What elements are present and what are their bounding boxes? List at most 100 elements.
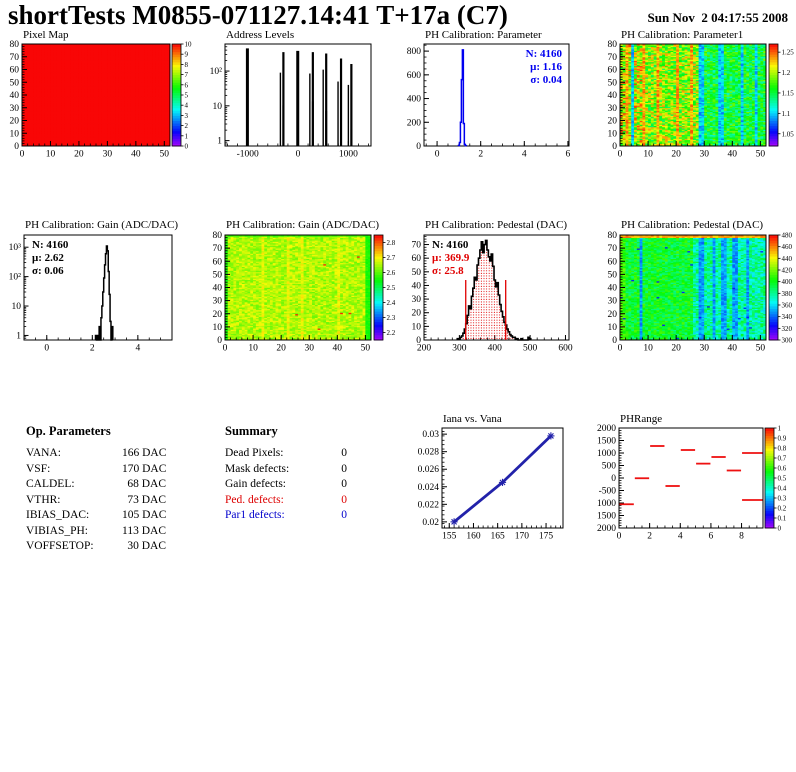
colorbar: 300 320 340 360 380 400 420 440 460 480	[768, 232, 793, 345]
svg-text:10²: 10²	[9, 273, 22, 283]
chart-data	[619, 445, 763, 506]
svg-text:0.4: 0.4	[778, 485, 787, 493]
param-label: VSF:	[26, 462, 51, 475]
svg-text:1: 1	[778, 425, 782, 433]
svg-text:σ: 0.06: σ: 0.06	[32, 265, 64, 277]
axes: 0 10 20 30 40 50 0 10 20 30 40 50 60 70 80	[608, 231, 767, 354]
svg-text:800: 800	[407, 47, 422, 57]
summary-row: Par1 defects: 0	[225, 508, 347, 524]
svg-text:4: 4	[678, 532, 683, 542]
chart-title: PH Calibration: Pedestal (DAC)	[621, 219, 764, 231]
svg-text:0.8: 0.8	[778, 445, 787, 453]
svg-text:1500: 1500	[597, 437, 616, 447]
svg-text:480: 480	[782, 232, 793, 240]
svg-text:2.8: 2.8	[387, 239, 396, 247]
chart-3-plot: 0 10 20 30 40 50010203040506070801.051.11.151…	[608, 40, 795, 160]
svg-text:80: 80	[10, 40, 20, 50]
chart-title: Iana vs. Vana	[443, 413, 502, 425]
op-parameter-row: VANA: 166 DAC	[26, 446, 166, 462]
svg-text:8: 8	[739, 532, 744, 542]
svg-text:0: 0	[435, 150, 440, 160]
chart-data	[450, 432, 555, 526]
svg-text:50: 50	[213, 270, 223, 280]
panel-summary: Summary Dead Pixels: 0 Mask defects: 0 Gai…	[225, 424, 347, 524]
svg-text:420: 420	[782, 267, 793, 275]
svg-text:30: 30	[412, 295, 422, 305]
svg-text:80: 80	[608, 40, 618, 50]
svg-text:20: 20	[412, 309, 422, 319]
svg-text:2.6: 2.6	[387, 269, 396, 277]
svg-text:0: 0	[612, 336, 617, 346]
svg-text:6: 6	[566, 150, 571, 160]
svg-text:0: 0	[618, 150, 623, 160]
svg-text:1000: 1000	[339, 150, 358, 160]
panel-ph-pedestal-map: PH Calibration: Pedestal (DAC) 0 10 20 30 40…	[596, 218, 796, 358]
param-value: 105 DAC	[122, 509, 167, 521]
svg-text:0: 0	[296, 150, 301, 160]
svg-text:6: 6	[709, 532, 714, 542]
chart-8-plot: 155 160 165 170 175 0.02 0.022 0.024 0.026 0.028 0…	[418, 427, 564, 542]
summary-label: Par1 defects:	[225, 509, 285, 521]
svg-text:400: 400	[488, 344, 503, 354]
svg-text:30: 30	[699, 344, 709, 354]
axes: 0 10 20 30 40 50 0 10 20 30 40 50 60 70 80	[10, 40, 171, 160]
svg-text:50: 50	[756, 344, 766, 354]
svg-text:300: 300	[782, 337, 793, 345]
svg-text:30: 30	[608, 104, 618, 114]
svg-text:10: 10	[412, 322, 422, 332]
param-label: VIBIAS_PH:	[26, 524, 88, 537]
svg-text:1.1: 1.1	[782, 110, 791, 118]
svg-text:2: 2	[478, 150, 483, 160]
svg-text:320: 320	[782, 325, 793, 333]
svg-text:10: 10	[12, 302, 22, 312]
svg-text:5: 5	[185, 92, 189, 100]
chart-data	[245, 48, 353, 146]
svg-text:340: 340	[782, 313, 793, 321]
op-parameter-row: CALDEL: 68 DAC	[26, 477, 166, 493]
op-parameters-title: Op. Parameters	[26, 424, 111, 438]
svg-text:0: 0	[778, 525, 782, 533]
svg-text:20: 20	[10, 117, 20, 127]
summary-value: 0	[341, 493, 347, 506]
ph-calibration-parameter1-cells	[620, 44, 766, 146]
ph-calibration-pedestal-dac--cells	[620, 235, 766, 340]
svg-text:20: 20	[608, 310, 618, 320]
svg-text:30: 30	[103, 150, 113, 160]
svg-text:170: 170	[515, 532, 530, 542]
svg-text:2.4: 2.4	[387, 299, 396, 307]
svg-text:10: 10	[643, 344, 653, 354]
svg-text:70: 70	[10, 53, 20, 63]
svg-text:0: 0	[617, 532, 622, 542]
svg-text:6: 6	[185, 81, 189, 89]
svg-text:165: 165	[491, 532, 506, 542]
svg-text:1.2: 1.2	[782, 69, 791, 77]
colorbar: 0 0.1 0.2 0.3 0.4 0.5 0.6 0.7 0.8 0.9 1	[764, 425, 787, 533]
summary-label: Dead Pixels:	[225, 447, 284, 459]
svg-text:0: 0	[612, 142, 617, 152]
param-value: 166 DAC	[122, 447, 167, 459]
svg-text:60: 60	[608, 257, 618, 267]
svg-text:0: 0	[618, 344, 623, 354]
svg-text:σ: 25.8: σ: 25.8	[432, 265, 464, 277]
svg-text:10: 10	[46, 150, 56, 160]
svg-text:440: 440	[782, 255, 793, 263]
chart-title: PHRange	[620, 413, 663, 425]
svg-text:200: 200	[417, 344, 432, 354]
svg-text:0.02: 0.02	[422, 518, 439, 528]
summary-label: Mask defects:	[225, 462, 290, 475]
panel-ph-calibration-parameter1: PH Calibration: Parameter1 0 10 20 30 40 50 0 1…	[596, 28, 796, 164]
svg-text:60: 60	[412, 254, 422, 264]
colorbar: 2.2 2.3 2.4 2.5 2.6 2.7 2.8	[373, 234, 396, 341]
svg-text:50: 50	[10, 78, 20, 88]
svg-text:10: 10	[185, 41, 193, 49]
svg-text:50: 50	[756, 150, 766, 160]
op-parameter-row: VOFFSETOP: 30 DAC	[26, 539, 166, 555]
axes: 0 10 20 30 40 50 0 10 20 30 40 50 60 70 80	[608, 40, 767, 160]
svg-text:3: 3	[185, 112, 189, 120]
svg-text:0: 0	[416, 336, 421, 346]
svg-text:400: 400	[782, 278, 793, 286]
svg-text:1000: 1000	[597, 499, 616, 509]
svg-text:10³: 10³	[9, 243, 22, 253]
